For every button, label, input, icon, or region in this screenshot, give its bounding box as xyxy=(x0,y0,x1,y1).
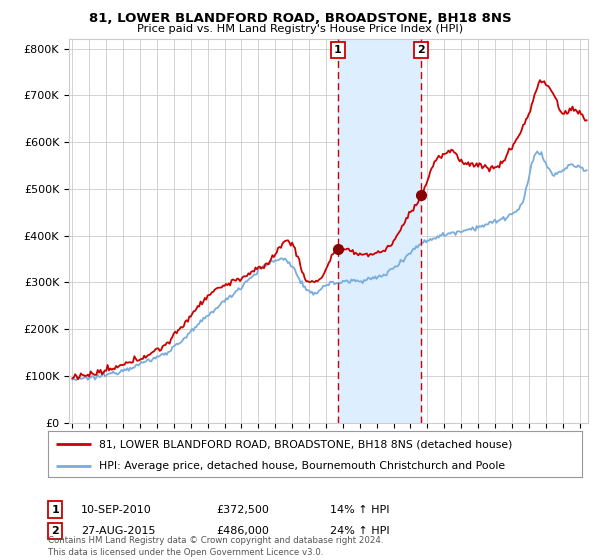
Text: 10-SEP-2010: 10-SEP-2010 xyxy=(81,505,152,515)
Text: 27-AUG-2015: 27-AUG-2015 xyxy=(81,526,155,536)
Text: 1: 1 xyxy=(334,45,341,55)
Text: Price paid vs. HM Land Registry's House Price Index (HPI): Price paid vs. HM Land Registry's House … xyxy=(137,24,463,34)
Text: £372,500: £372,500 xyxy=(216,505,269,515)
Text: 2: 2 xyxy=(418,45,425,55)
Text: 14% ↑ HPI: 14% ↑ HPI xyxy=(330,505,389,515)
Bar xyxy=(338,39,421,423)
Text: Contains HM Land Registry data © Crown copyright and database right 2024.
This d: Contains HM Land Registry data © Crown c… xyxy=(48,536,383,557)
Text: 24% ↑ HPI: 24% ↑ HPI xyxy=(330,526,389,536)
Text: 2: 2 xyxy=(52,526,59,536)
Text: £486,000: £486,000 xyxy=(216,526,269,536)
Text: HPI: Average price, detached house, Bournemouth Christchurch and Poole: HPI: Average price, detached house, Bour… xyxy=(99,461,505,470)
Text: 1: 1 xyxy=(52,505,59,515)
Text: 81, LOWER BLANDFORD ROAD, BROADSTONE, BH18 8NS: 81, LOWER BLANDFORD ROAD, BROADSTONE, BH… xyxy=(89,12,511,25)
Text: 81, LOWER BLANDFORD ROAD, BROADSTONE, BH18 8NS (detached house): 81, LOWER BLANDFORD ROAD, BROADSTONE, BH… xyxy=(99,439,512,449)
